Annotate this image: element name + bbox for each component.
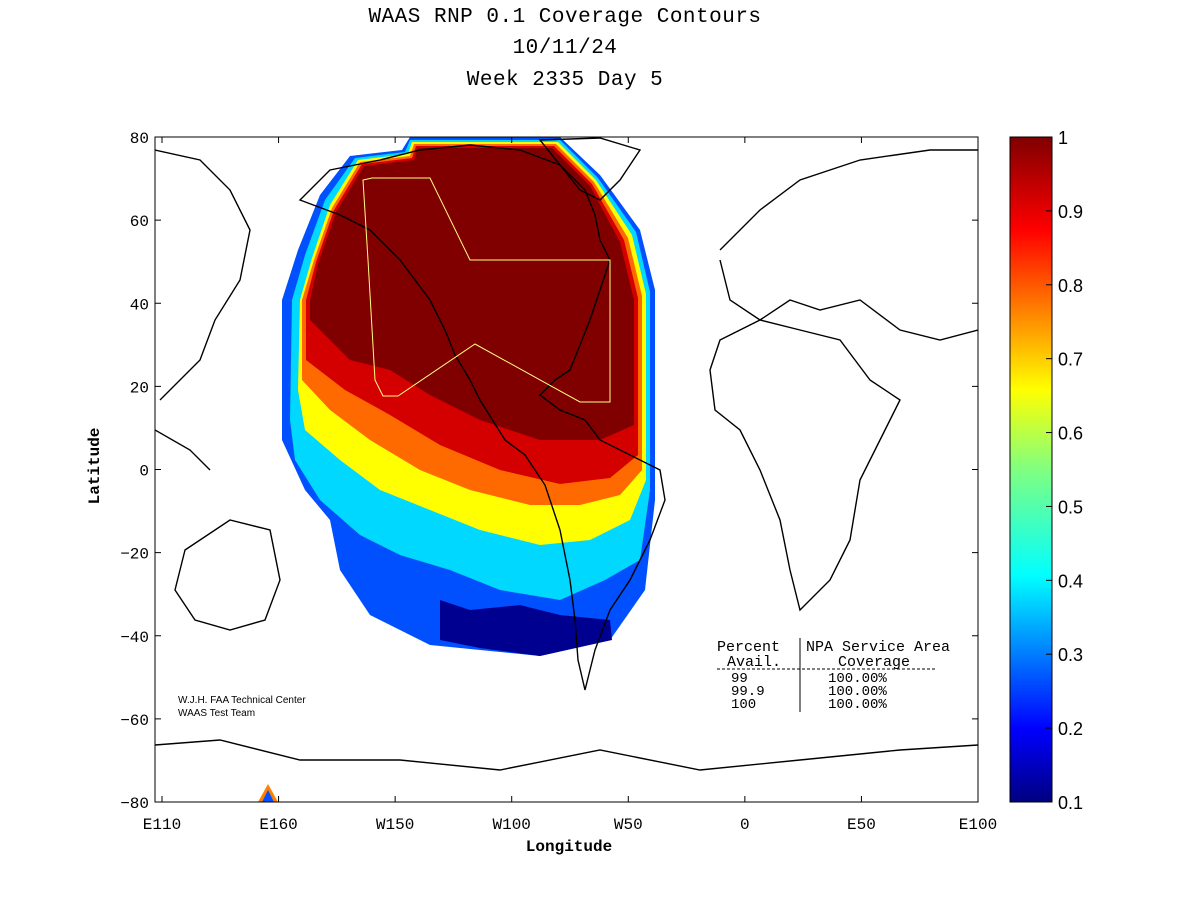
x-tick-label: W50: [614, 816, 643, 834]
stats-row-1-percent: 99: [731, 671, 748, 687]
x-axis-label: Longitude: [526, 838, 612, 856]
x-tick-label: E50: [847, 816, 876, 834]
stats-table: Percent NPA Service Area Avail. Coverage…: [717, 638, 950, 713]
y-tick-label: −40: [120, 629, 149, 647]
map-date: 10/11/24: [512, 37, 618, 60]
colorbar-tick-label: 0.7: [1058, 350, 1083, 370]
colorbar-tick-label: 0.4: [1058, 571, 1083, 591]
y-tick-label: 40: [130, 296, 149, 314]
coast-antarctica: [155, 739, 978, 771]
coast-asia-west: [155, 149, 251, 471]
y-tick-label: −20: [120, 546, 149, 564]
x-tick-label: W100: [493, 816, 531, 834]
stats-header-percent: Percent: [717, 639, 780, 656]
y-tick-label: 80: [130, 130, 149, 148]
x-tick-label: E160: [259, 816, 297, 834]
stats-header-avail: Avail.: [727, 654, 781, 671]
colorbar-tick-label: 1: [1058, 128, 1068, 148]
coast-eurasia: [719, 149, 978, 341]
coast-australia: [174, 519, 281, 631]
y-tick-label: 20: [130, 379, 149, 397]
y-tick-labels: 80 60 40 20 0 −20 −40 −60 −80: [120, 130, 978, 813]
x-tick-label: E100: [959, 816, 997, 834]
colorbar-tick-label: 0.9: [1058, 202, 1083, 222]
coverage-contours: [258, 137, 655, 802]
y-tick-label: 0: [139, 463, 149, 481]
colorbar-tick-label: 0.8: [1058, 276, 1083, 296]
y-tick-label: −80: [120, 795, 149, 813]
colorbar-tick-label: 0.5: [1058, 497, 1083, 517]
x-tick-label: W150: [376, 816, 414, 834]
coast-north-america: [298, 144, 666, 691]
y-tick-label: −60: [120, 712, 149, 730]
x-tick-label: 0: [740, 816, 750, 834]
contour-1.0: [310, 148, 634, 440]
colorbar-tick-label: 0.3: [1058, 645, 1083, 665]
colorbar-tick-label: 0.6: [1058, 424, 1083, 444]
y-tick-label: 60: [130, 213, 149, 231]
stats-row-2-percent: 99.9: [731, 684, 765, 700]
y-axis-label: Latitude: [86, 428, 104, 505]
map-week-day: Week 2335 Day 5: [466, 69, 664, 92]
contour-0.1-tail: [440, 600, 612, 656]
stats-row-3-percent: 100: [731, 697, 756, 713]
service-area-outline: [362, 177, 611, 403]
stats-row-2-coverage: 100.00%: [828, 684, 887, 700]
stats-header-npa: NPA Service Area: [806, 639, 950, 656]
credit-line-2: WAAS Test Team: [178, 708, 255, 719]
colorbar: [1009, 136, 1053, 803]
credit-line-1: W.J.H. FAA Technical Center: [178, 695, 306, 706]
coast-greenland: [538, 137, 642, 201]
stats-row-1-coverage: 100.00%: [828, 671, 887, 687]
map-title: WAAS RNP 0.1 Coverage Contours: [368, 6, 762, 29]
colorbar-tick-label: 0.2: [1058, 719, 1083, 739]
stats-header-coverage: Coverage: [838, 654, 910, 671]
stats-row-3-coverage: 100.00%: [828, 697, 887, 713]
x-tick-labels: E110 E160 W150 W100 W50 0 E50 E100: [143, 137, 997, 834]
x-tick-label: E110: [143, 816, 181, 834]
colorbar-tick-labels: 1 0.9 0.8 0.7 0.6 0.5 0.4 0.3 0.2 0.1: [1046, 128, 1083, 813]
coastlines: [155, 137, 978, 771]
colorbar-tick-label: 0.1: [1058, 793, 1083, 813]
coast-africa: [709, 319, 901, 612]
